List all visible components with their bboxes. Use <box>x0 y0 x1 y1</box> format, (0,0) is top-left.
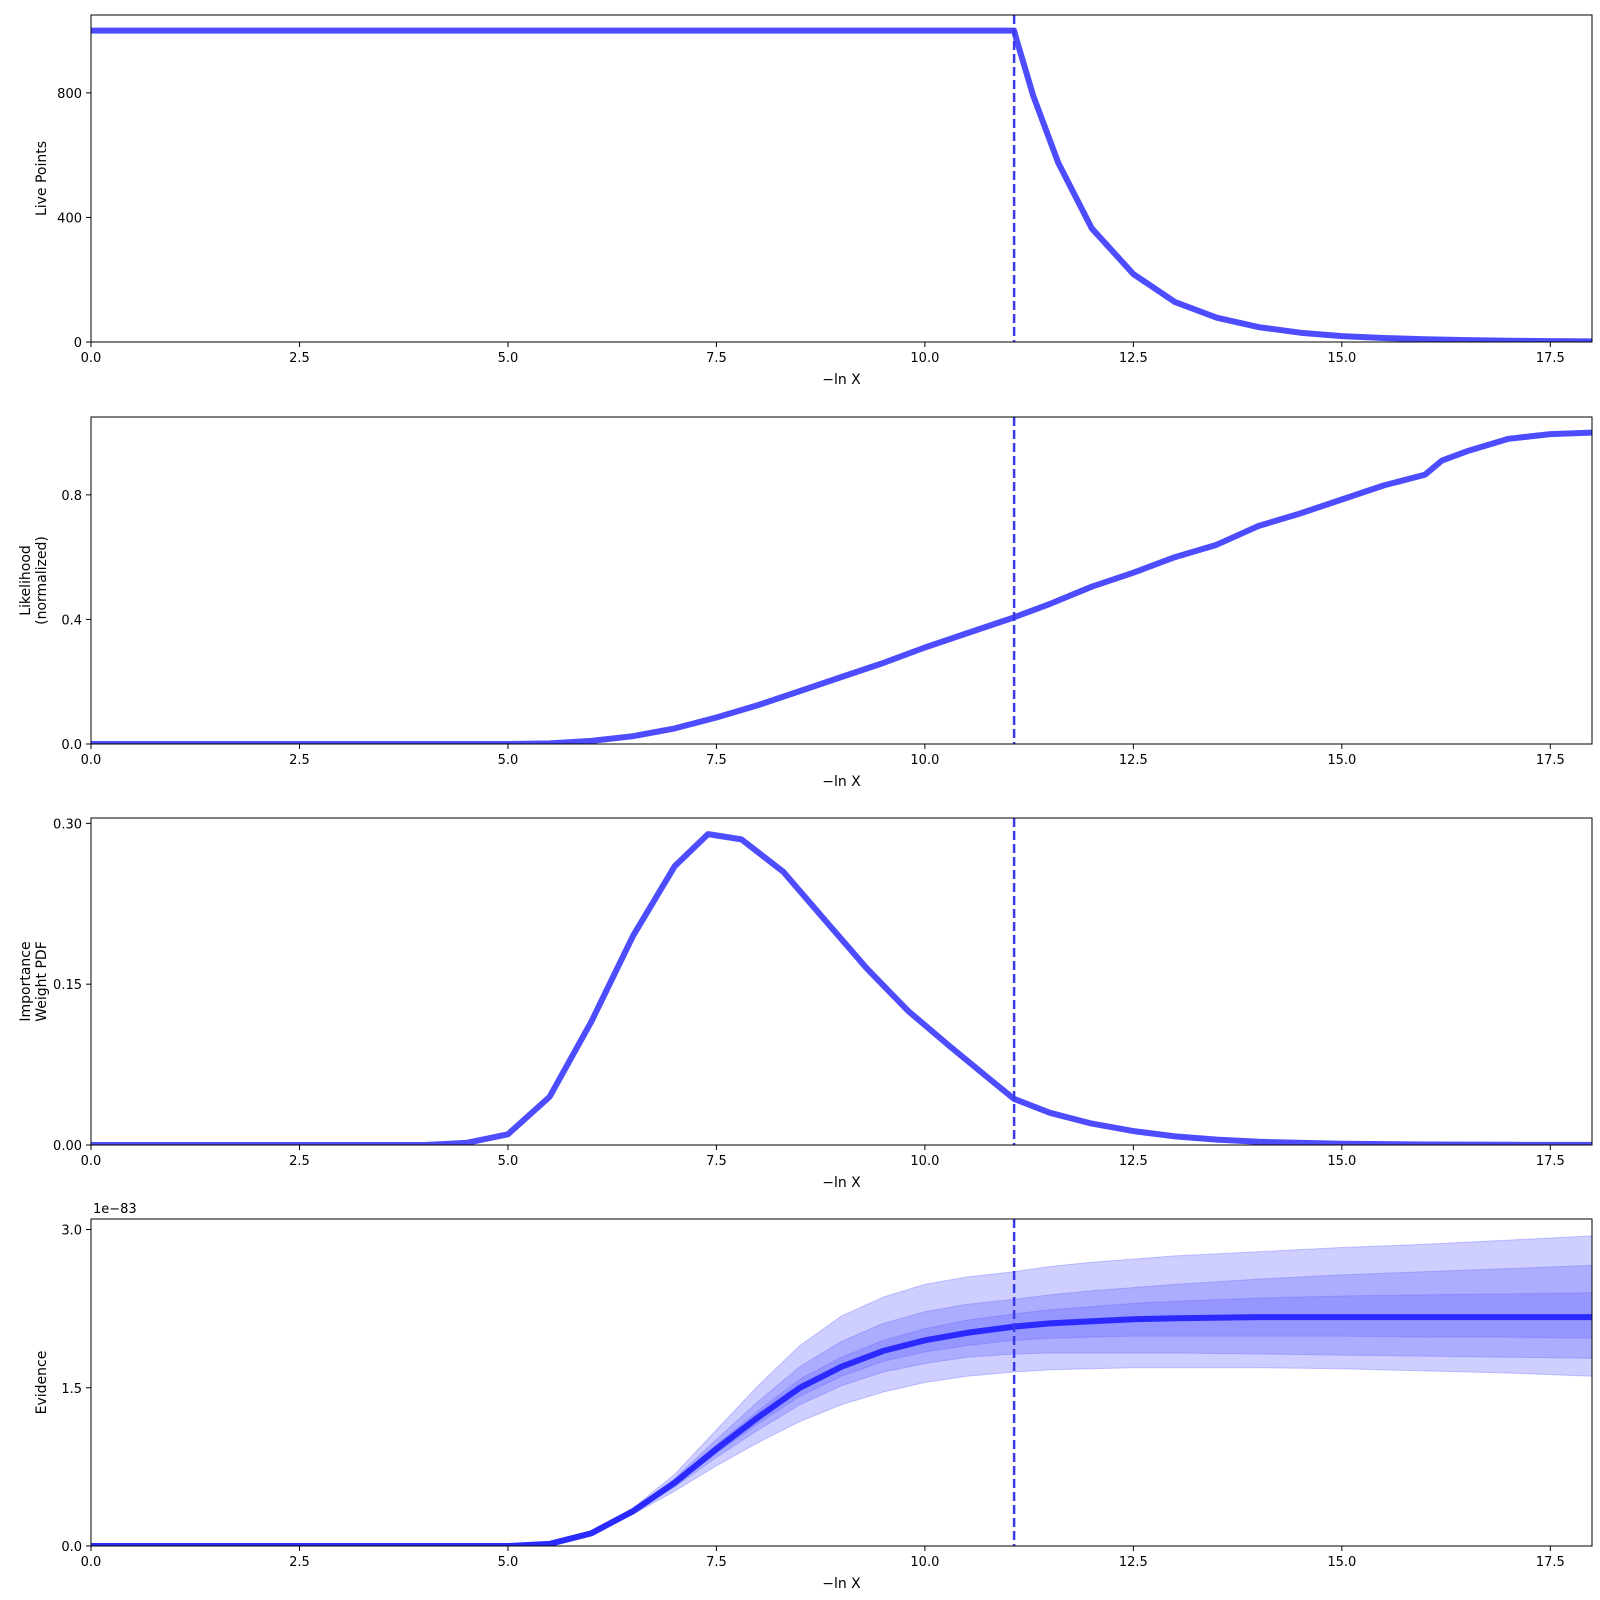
plot-area <box>91 831 1592 1145</box>
y-axis-label: Evidence <box>34 1351 50 1415</box>
x-tick-label: 7.5 <box>706 1555 727 1570</box>
axes-frame <box>90 416 1593 745</box>
x-tick-label: 10.0 <box>910 351 939 366</box>
x-tick-label: 5.0 <box>498 1555 519 1570</box>
x-tick-label: 17.5 <box>1536 351 1565 366</box>
y-tick-label: 3.0 <box>61 1224 82 1239</box>
x-tick-label: 15.0 <box>1327 1555 1356 1570</box>
x-axis-label: −ln X <box>822 1175 861 1191</box>
plot-area <box>91 429 1592 744</box>
x-tick-label: 2.5 <box>289 1154 310 1169</box>
x-tick-label: 7.5 <box>706 753 727 768</box>
x-tick-label: 2.5 <box>289 1555 310 1570</box>
plot-area <box>91 1235 1592 1546</box>
x-axis-label: −ln X <box>822 1576 861 1592</box>
y-tick-label: 0.0 <box>61 1540 82 1555</box>
x-tick-label: 17.5 <box>1536 1555 1565 1570</box>
x-tick-label: 12.5 <box>1119 753 1148 768</box>
x-tick-label: 15.0 <box>1327 351 1356 366</box>
panel-4: 0.0 2.5 5.0 7.5 10.0 12.5 15.0 17.5 0.0 1.5 3.0 −ln… <box>34 1202 1593 1592</box>
x-tick-label: 0.0 <box>81 1555 102 1570</box>
y-axis-label: Importance <box>18 941 34 1021</box>
series-line-1 <box>91 27 1592 342</box>
panel-3: 0.0 2.5 5.0 7.5 10.0 12.5 15.0 17.5 0.00 0.15 0.30… <box>18 817 1593 1191</box>
x-tick-label: 2.5 <box>289 753 310 768</box>
y-tick-label: 400 <box>57 211 82 226</box>
panel-2: 0.0 2.5 5.0 7.5 10.0 12.5 15.0 17.5 0.0 0.4 0.8 −ln… <box>18 416 1593 790</box>
x-tick-label: 5.0 <box>498 351 519 366</box>
plot-area <box>91 27 1592 342</box>
evidence-line <box>91 1314 1592 1546</box>
x-tick-label: 12.5 <box>1119 351 1148 366</box>
evidence-band-2 <box>91 1264 1592 1546</box>
y-tick-label: 0.0 <box>61 738 82 753</box>
axes-frame <box>90 14 1593 343</box>
x-tick-label: 2.5 <box>289 351 310 366</box>
y-tick-label: 0 <box>74 336 82 351</box>
y-axis-label: Live Points <box>34 141 50 216</box>
x-tick-label: 10.0 <box>910 753 939 768</box>
x-tick-label: 17.5 <box>1536 753 1565 768</box>
x-axis-label: −ln X <box>822 774 861 790</box>
y-tick-label: 0.30 <box>53 817 82 832</box>
x-axis-label: −ln X <box>822 372 861 388</box>
x-tick-label: 7.5 <box>706 351 727 366</box>
y-offset-label: 1e−83 <box>93 1202 137 1217</box>
series-line-1 <box>91 831 1592 1145</box>
x-tick-label: 5.0 <box>498 753 519 768</box>
x-tick-label: 17.5 <box>1536 1154 1565 1169</box>
y-tick-label: 1.5 <box>61 1382 82 1397</box>
y-tick-label: 800 <box>57 87 82 102</box>
y-axis-label: (normalized) <box>34 536 50 625</box>
y-axis-label: Weight PDF <box>34 941 50 1022</box>
y-tick-label: 0.4 <box>61 613 82 628</box>
y-axis-label: Likelihood <box>18 545 34 616</box>
axes-frame <box>90 817 1593 1146</box>
y-tick-label: 0.15 <box>53 978 82 993</box>
x-tick-label: 10.0 <box>910 1154 939 1169</box>
y-tick-label: 0.00 <box>53 1139 82 1154</box>
x-tick-label: 12.5 <box>1119 1154 1148 1169</box>
x-tick-label: 0.0 <box>81 1154 102 1169</box>
x-tick-label: 15.0 <box>1327 753 1356 768</box>
x-tick-label: 5.0 <box>498 1154 519 1169</box>
x-tick-label: 7.5 <box>706 1154 727 1169</box>
x-tick-label: 12.5 <box>1119 1555 1148 1570</box>
axes-frame <box>90 1218 1593 1547</box>
y-tick-label: 0.8 <box>61 489 82 504</box>
x-tick-label: 10.0 <box>910 1555 939 1570</box>
x-tick-label: 15.0 <box>1327 1154 1356 1169</box>
series-line-1 <box>91 429 1592 744</box>
x-tick-label: 0.0 <box>81 753 102 768</box>
x-tick-label: 0.0 <box>81 351 102 366</box>
evidence-band-1 <box>91 1235 1592 1546</box>
panel-1: 0.0 2.5 5.0 7.5 10.0 12.5 15.0 17.5 0 400 800 −ln X… <box>34 14 1593 388</box>
